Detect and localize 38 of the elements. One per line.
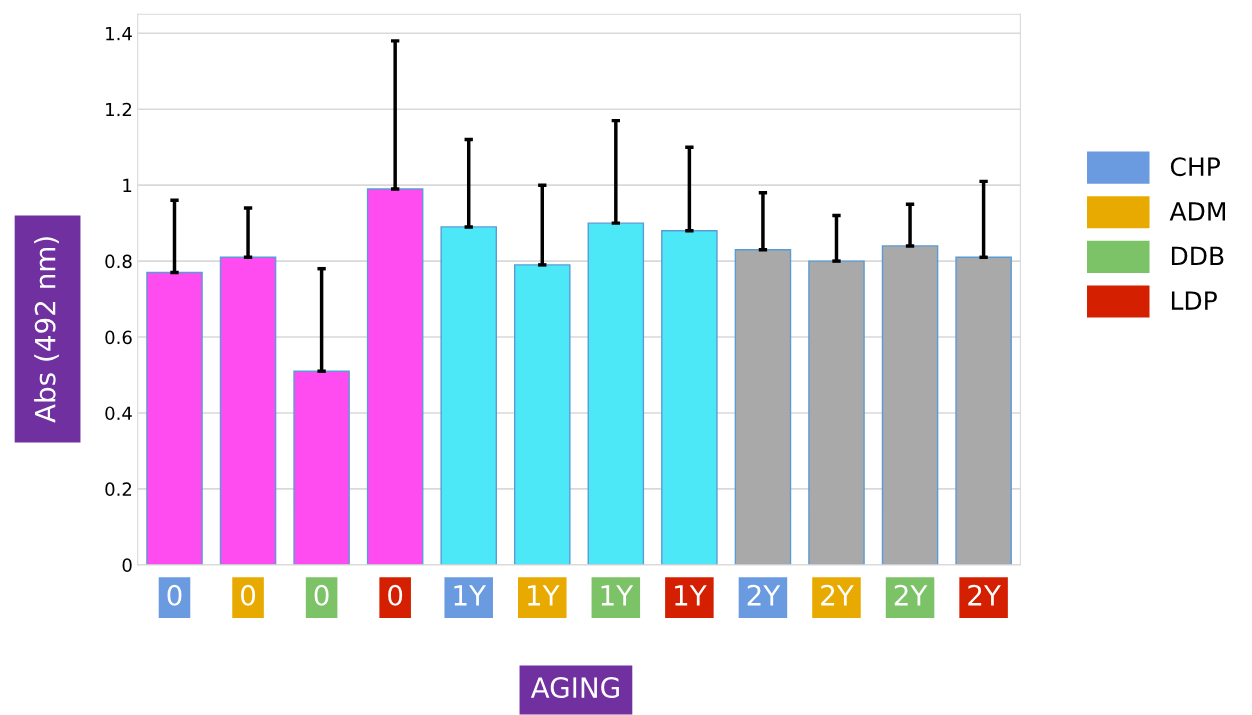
bar [587,222,645,565]
x-tick-label: 0 [241,584,256,606]
y-tick-label: 1 [123,178,132,193]
bar [661,230,718,565]
x-tick-label: 2Y [747,584,781,606]
x-tick-label: 1Y [454,585,487,606]
x-axis-title: AGING [530,677,619,699]
legend-label: DDB [1171,246,1224,266]
bar [146,271,203,565]
bar [219,256,277,565]
y-tick-label: 0.8 [105,254,132,269]
bar [808,260,865,565]
bar [955,256,1012,565]
x-tick-label: 2Y [968,584,1001,606]
x-tick-label: 0 [314,584,329,606]
y-tick-label: 0.6 [105,330,132,345]
y-tick-label: 0.2 [105,482,132,497]
x-tick-label: 1Y [675,585,707,606]
legend-label: CHP [1170,157,1220,177]
x-tick-label: 1Y [601,585,634,606]
x-tick-label: 1Y [528,585,560,606]
x-tick-label: 2Y [821,584,854,606]
bar [881,245,939,565]
legend-label: LDP [1171,291,1217,310]
bar [513,264,571,565]
y-tick-label: 1.4 [106,26,132,41]
y-tick-label: 0.4 [105,406,132,421]
bar [293,370,350,565]
y-tick-label: 0 [122,558,132,572]
x-tick-label: 0 [167,584,182,606]
bar [366,188,424,565]
y-tick-label: 1.2 [106,102,132,117]
bar [734,249,792,565]
y-axis-title: Abs (492 nm) [34,237,59,423]
x-tick-label: 2Y [894,584,928,606]
bar [440,226,497,565]
legend-label: ADM [1169,202,1225,221]
x-tick-label: 0 [388,584,403,606]
